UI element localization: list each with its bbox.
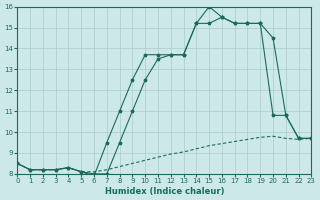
X-axis label: Humidex (Indice chaleur): Humidex (Indice chaleur) bbox=[105, 187, 224, 196]
